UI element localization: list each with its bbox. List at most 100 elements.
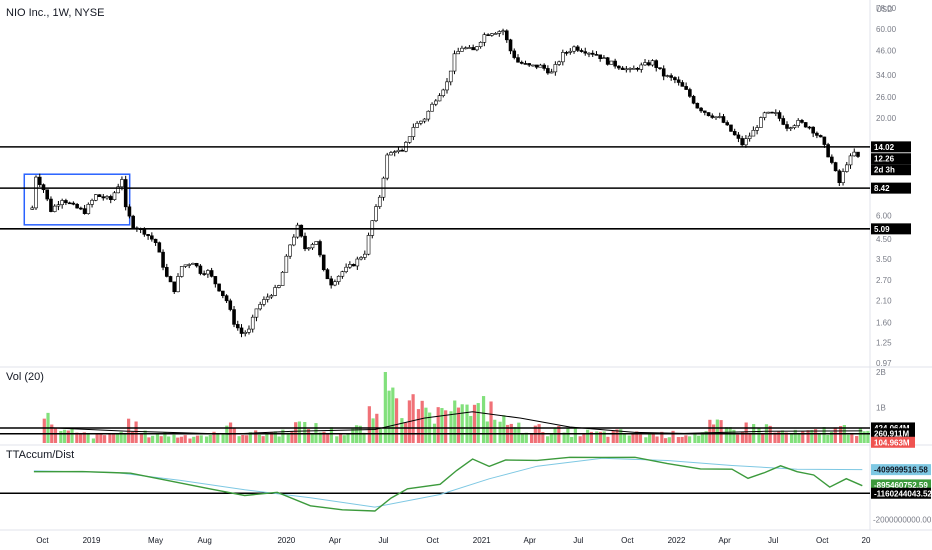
volume-bar <box>411 394 415 443</box>
price-axis: 78.00 60.00 46.00 34.00 26.00 20.00 6.00 4.50 3.… <box>876 4 897 368</box>
candle-down <box>101 196 106 199</box>
candle-down <box>654 60 659 68</box>
candle-down <box>684 86 688 90</box>
volume-bar <box>378 428 383 443</box>
volume-bar <box>549 433 553 443</box>
candle-down <box>833 162 838 172</box>
candle-down <box>534 64 539 68</box>
candle-down <box>512 50 517 58</box>
candle-up <box>374 206 378 222</box>
volume-bar <box>192 436 196 443</box>
volume-bar <box>322 431 326 443</box>
candle-up <box>120 179 124 188</box>
volume-bar <box>687 436 692 443</box>
candle-up <box>766 111 771 114</box>
volume-bar <box>651 434 655 443</box>
candle-up <box>531 64 535 67</box>
volume-bar <box>493 419 497 443</box>
volume-bar <box>199 435 203 443</box>
volume-bar <box>615 429 619 443</box>
volume-bar <box>62 429 67 443</box>
volume-badge-260m: 260.911M <box>871 428 915 440</box>
volume-bar <box>481 396 486 443</box>
volume-bar <box>115 434 120 443</box>
volume-bar <box>472 404 477 443</box>
volume-bar <box>329 427 334 443</box>
candle-down <box>49 198 53 212</box>
volume-bar <box>573 428 577 443</box>
volume-bar <box>761 433 765 443</box>
candle-up <box>30 207 35 210</box>
bar-countdown-badge-text: 2d 3h <box>874 166 895 175</box>
candle-down <box>695 102 700 109</box>
candle-up <box>650 60 655 66</box>
volume-badge-104m: 104.963M <box>871 436 915 448</box>
volume-bar <box>456 407 461 443</box>
price-tick-label: 2.10 <box>876 296 892 305</box>
candle-down <box>172 281 177 293</box>
level-badge-14-02-text: 14.02 <box>874 143 895 152</box>
bar-countdown-badge-bg <box>871 164 911 176</box>
candle-up <box>419 120 423 124</box>
volume-bar <box>310 433 314 443</box>
candle-up <box>643 62 647 66</box>
candle-up <box>490 33 494 36</box>
candle-down <box>150 235 154 240</box>
volume-bar <box>387 390 391 443</box>
candle-up <box>179 266 184 277</box>
candle-down <box>519 61 524 64</box>
volume-bar <box>839 426 843 443</box>
volume-bar <box>318 432 322 443</box>
volume-bar <box>195 435 200 443</box>
candle-down <box>224 295 229 302</box>
volume-bar <box>789 434 794 443</box>
volume-bar <box>566 427 570 443</box>
main-pane-title: NIO Inc., 1W, NYSE <box>6 7 104 19</box>
candle-down <box>732 131 737 136</box>
volume-bar <box>440 408 444 443</box>
volume-bar <box>424 407 428 443</box>
volume-bar <box>719 420 723 443</box>
candle-up <box>482 34 487 43</box>
volume-bar <box>736 434 740 443</box>
volume-bar <box>208 434 212 443</box>
time-tick-label: Oct <box>816 536 829 545</box>
time-tick-label: 2022 <box>668 536 686 545</box>
volume-bar <box>562 432 566 443</box>
volume-bar <box>858 427 862 443</box>
time-tick-label: Jul <box>573 536 583 545</box>
volume-bar <box>485 421 489 443</box>
candle-down <box>504 30 509 41</box>
candle-up <box>105 196 109 199</box>
candle-up <box>340 271 345 277</box>
candle-up <box>493 33 498 35</box>
volume-bar <box>172 434 176 443</box>
candle-up <box>344 266 348 272</box>
candle-up <box>183 264 188 267</box>
level-badge-5-09-text: 5.09 <box>874 225 890 234</box>
candle-down <box>45 189 50 200</box>
candle-down <box>471 47 475 51</box>
candle-down <box>71 202 76 205</box>
candle-up <box>796 120 801 126</box>
candle-down <box>235 324 240 329</box>
volume-bar <box>797 433 801 443</box>
candle-down <box>123 179 128 208</box>
volume-bar <box>351 428 355 443</box>
candle-down <box>546 68 550 74</box>
volume-bar <box>183 435 187 443</box>
level-badge-8-42-text: 8.42 <box>874 184 890 193</box>
candle-down <box>64 200 68 204</box>
candle-down <box>673 77 677 81</box>
volume-bar <box>453 400 457 443</box>
candle-down <box>676 79 681 83</box>
volume-bar <box>179 436 184 443</box>
volume-bar <box>151 435 155 443</box>
candle-down <box>617 65 621 69</box>
candle-down <box>400 149 404 152</box>
volume-bar <box>119 431 123 443</box>
volume-bar <box>277 436 281 443</box>
volume-bar <box>476 403 480 443</box>
candle-up <box>762 112 767 118</box>
candle-up <box>411 127 416 137</box>
